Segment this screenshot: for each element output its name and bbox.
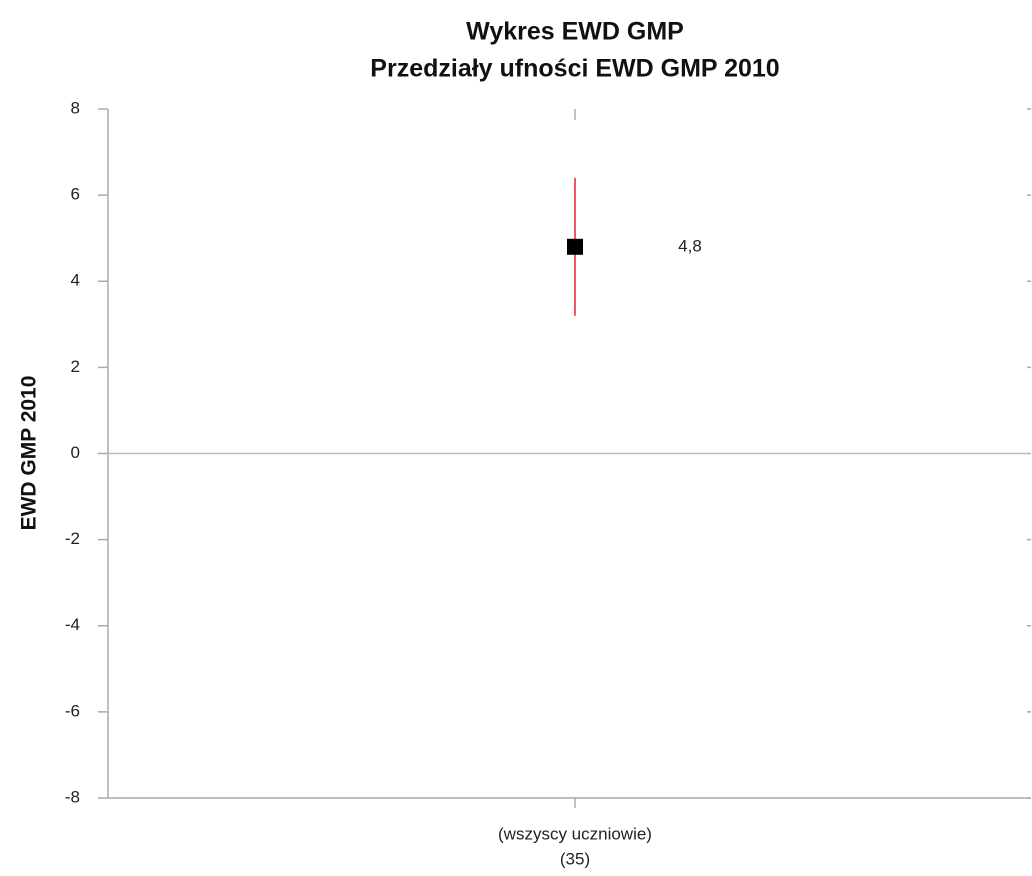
x-tick-sublabel: (35)	[560, 849, 590, 868]
y-axis-label: EWD GMP 2010	[18, 376, 41, 531]
y-tick-label: -4	[65, 615, 80, 634]
chart-title: Wykres EWD GMP	[466, 18, 684, 46]
y-tick-label: -2	[65, 529, 80, 548]
y-tick-label: 0	[71, 443, 80, 462]
y-tick-label: 2	[71, 357, 80, 376]
data-label: 4,8	[678, 236, 702, 255]
x-tick-label: (wszyscy uczniowie)	[498, 824, 652, 843]
chart-subtitle: Przedziały ufności EWD GMP 2010	[370, 55, 779, 83]
y-tick-label: 6	[71, 185, 80, 204]
y-tick-label: 4	[71, 271, 80, 290]
y-tick-label: 8	[71, 98, 80, 117]
point	[567, 238, 583, 255]
y-tick-label: -6	[65, 701, 80, 720]
y-tick-label: -8	[65, 787, 80, 806]
